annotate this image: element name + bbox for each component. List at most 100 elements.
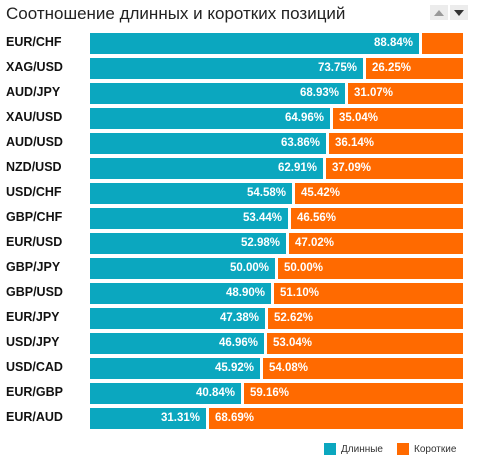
bar-long: 40.84% bbox=[90, 383, 241, 404]
bar-long: 53.44% bbox=[90, 208, 288, 229]
bar-short-label: 37.09% bbox=[332, 162, 372, 174]
pair-label: USD/JPY bbox=[6, 335, 60, 349]
bar-row: XAG/USD 73.75% 26.25% bbox=[0, 58, 477, 79]
bar-row: XAU/USD 64.96% 35.04% bbox=[0, 108, 477, 129]
bar-short-label: 47.02% bbox=[295, 237, 335, 249]
bar-long-label: 68.93% bbox=[299, 87, 339, 99]
pair-label: EUR/AUD bbox=[6, 410, 63, 424]
bar-row: EUR/GBP 40.84% 59.16% bbox=[0, 383, 477, 404]
bar-short: 45.42% bbox=[295, 183, 463, 204]
bar-short: 53.04% bbox=[267, 333, 463, 354]
bar-row: EUR/AUD 31.31% 68.69% bbox=[0, 408, 477, 429]
bar-long: 63.86% bbox=[90, 133, 326, 154]
bar-long: 46.96% bbox=[90, 333, 264, 354]
pair-label: XAU/USD bbox=[6, 110, 63, 124]
bar-long-label: 40.84% bbox=[195, 387, 235, 399]
legend-label-short: Короткие bbox=[414, 443, 457, 455]
pair-label: EUR/CHF bbox=[6, 35, 62, 49]
triangle-down-icon bbox=[454, 9, 464, 16]
bar-short: 36.14% bbox=[329, 133, 463, 154]
bar-short bbox=[422, 33, 463, 54]
bar-row: AUD/USD 63.86% 36.14% bbox=[0, 133, 477, 154]
bar-long-label: 62.91% bbox=[277, 162, 317, 174]
bar-row: GBP/CHF 53.44% 46.56% bbox=[0, 208, 477, 229]
legend-label-long: Длинные bbox=[341, 443, 383, 455]
bar-long: 52.98% bbox=[90, 233, 286, 254]
bar-short: 51.10% bbox=[274, 283, 463, 304]
bar-long: 88.84% bbox=[90, 33, 419, 54]
pair-label: USD/CAD bbox=[6, 360, 63, 374]
bar-long-label: 73.75% bbox=[317, 62, 357, 74]
bar-short-label: 45.42% bbox=[301, 187, 341, 199]
sort-up-button[interactable] bbox=[430, 5, 448, 20]
bar-row: EUR/CHF 88.84% bbox=[0, 33, 477, 54]
bar-short: 59.16% bbox=[244, 383, 463, 404]
pair-label: EUR/JPY bbox=[6, 310, 60, 324]
bar-long-label: 50.00% bbox=[229, 262, 269, 274]
bar-long: 47.38% bbox=[90, 308, 265, 329]
bar-long: 48.90% bbox=[90, 283, 271, 304]
bar-short: 47.02% bbox=[289, 233, 463, 254]
pair-label: GBP/JPY bbox=[6, 260, 61, 274]
bar-long-label: 54.58% bbox=[246, 187, 286, 199]
bar-long-label: 52.98% bbox=[240, 237, 280, 249]
bar-short-label: 54.08% bbox=[269, 362, 309, 374]
bar-row: AUD/JPY 68.93% 31.07% bbox=[0, 83, 477, 104]
legend-item-short: Короткие bbox=[397, 443, 456, 455]
bar-short: 46.56% bbox=[291, 208, 463, 229]
sort-down-button[interactable] bbox=[450, 5, 468, 20]
bar-short-label: 36.14% bbox=[335, 137, 375, 149]
pair-label: USD/CHF bbox=[6, 185, 62, 199]
pair-label: GBP/USD bbox=[6, 285, 63, 299]
bar-short-label: 50.00% bbox=[284, 262, 324, 274]
bar-row: NZD/USD 62.91% 37.09% bbox=[0, 158, 477, 179]
bar-long-label: 88.84% bbox=[373, 37, 413, 49]
bar-long: 62.91% bbox=[90, 158, 323, 179]
pair-label: AUD/USD bbox=[6, 135, 63, 149]
bar-short-label: 31.07% bbox=[354, 87, 394, 99]
bar-short: 68.69% bbox=[209, 408, 463, 429]
pair-label: XAG/USD bbox=[6, 60, 63, 74]
legend-item-long: Длинные bbox=[324, 443, 383, 455]
bar-short: 31.07% bbox=[348, 83, 463, 104]
bar-long: 50.00% bbox=[90, 258, 275, 279]
bar-long-label: 53.44% bbox=[242, 212, 282, 224]
bar-long: 73.75% bbox=[90, 58, 363, 79]
bar-short-label: 26.25% bbox=[372, 62, 412, 74]
bar-long: 64.96% bbox=[90, 108, 330, 129]
bar-short-label: 59.16% bbox=[250, 387, 290, 399]
bar-long-label: 63.86% bbox=[280, 137, 320, 149]
bar-short-label: 51.10% bbox=[280, 287, 320, 299]
bar-long-label: 48.90% bbox=[225, 287, 265, 299]
bar-short-label: 35.04% bbox=[339, 112, 379, 124]
bar-short-label: 52.62% bbox=[274, 312, 314, 324]
legend-swatch-short bbox=[397, 443, 409, 455]
bar-long: 54.58% bbox=[90, 183, 292, 204]
bar-short: 26.25% bbox=[366, 58, 463, 79]
bar-long-label: 45.92% bbox=[214, 362, 254, 374]
bar-row: GBP/JPY 50.00% 50.00% bbox=[0, 258, 477, 279]
bar-long: 68.93% bbox=[90, 83, 345, 104]
bar-short: 52.62% bbox=[268, 308, 463, 329]
pair-label: GBP/CHF bbox=[6, 210, 63, 224]
bar-long-label: 46.96% bbox=[218, 337, 258, 349]
bar-short-label: 53.04% bbox=[273, 337, 313, 349]
bar-short: 35.04% bbox=[333, 108, 463, 129]
sort-controls bbox=[430, 5, 468, 20]
bar-long-label: 47.38% bbox=[219, 312, 259, 324]
pair-label: AUD/JPY bbox=[6, 85, 61, 99]
pair-label: NZD/USD bbox=[6, 160, 62, 174]
bar-row: EUR/USD 52.98% 47.02% bbox=[0, 233, 477, 254]
chart-title: Соотношение длинных и коротких позиций bbox=[6, 4, 346, 23]
bar-row: USD/CHF 54.58% 45.42% bbox=[0, 183, 477, 204]
pair-label: EUR/GBP bbox=[6, 385, 63, 399]
bar-short: 50.00% bbox=[278, 258, 463, 279]
bar-short: 37.09% bbox=[326, 158, 463, 179]
legend-swatch-long bbox=[324, 443, 336, 455]
bar-row: EUR/JPY 47.38% 52.62% bbox=[0, 308, 477, 329]
bar-long-label: 31.31% bbox=[160, 412, 200, 424]
triangle-up-icon bbox=[434, 9, 444, 16]
bar-row: USD/CAD 45.92% 54.08% bbox=[0, 358, 477, 379]
bar-long: 31.31% bbox=[90, 408, 206, 429]
bar-row: GBP/USD 48.90% 51.10% bbox=[0, 283, 477, 304]
